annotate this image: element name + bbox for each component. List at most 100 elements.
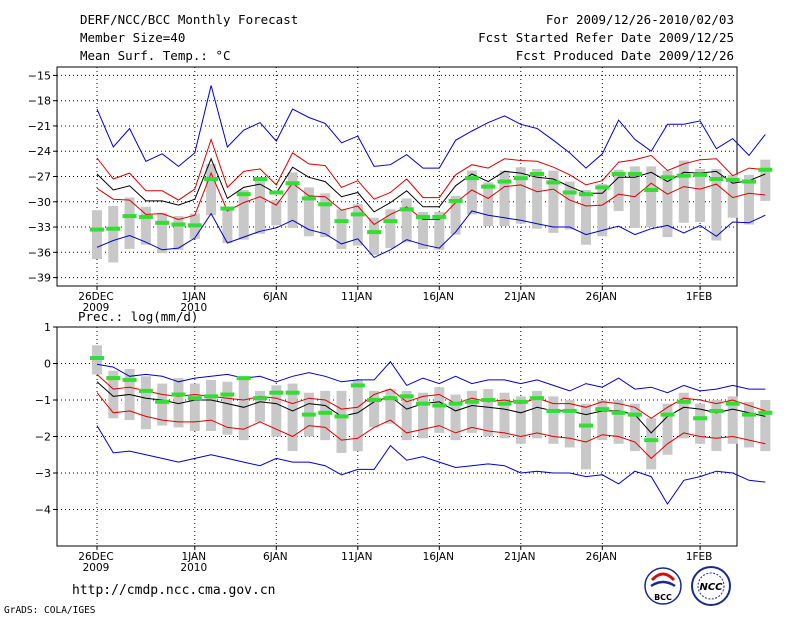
y-tick-label: −33 — [28, 221, 51, 234]
spread-box — [646, 418, 657, 470]
spread-box — [483, 389, 494, 437]
y-tick-label: −3 — [35, 467, 51, 480]
spread-box — [255, 180, 265, 234]
forecast-marker — [122, 214, 137, 219]
forecast-marker — [367, 230, 382, 235]
spread-box — [385, 209, 396, 249]
spread-box — [108, 205, 119, 263]
spread-box — [140, 376, 151, 430]
spread-box — [646, 166, 657, 228]
spread-box — [124, 197, 135, 249]
figure-title: DERF/NCC/BCC Monthly Forecast — [80, 12, 299, 27]
spread-box — [515, 167, 526, 224]
bcc-logo-swirl-red — [650, 572, 676, 582]
spread-box — [711, 168, 722, 241]
spread-box — [92, 210, 102, 260]
spread-box — [173, 378, 184, 428]
y-tick-label: −15 — [28, 69, 51, 82]
spread-box — [515, 396, 526, 444]
series-lower-inner-line — [96, 392, 766, 460]
forecast-marker — [416, 214, 430, 219]
y-tick-label: −39 — [28, 272, 51, 285]
spread-box — [499, 170, 510, 227]
forecast-marker — [432, 214, 447, 219]
forecast-marker — [562, 190, 577, 195]
forecast-marker — [546, 180, 561, 185]
forecast-marker — [676, 399, 691, 404]
spread-box — [352, 204, 363, 246]
series-max-line — [96, 85, 766, 169]
forecast-marker — [611, 171, 626, 176]
x-tick-label: 16JAN — [423, 551, 454, 563]
spread-box — [727, 174, 738, 218]
forecast-marker — [318, 202, 333, 207]
forecast-marker — [399, 394, 414, 399]
spread-box — [238, 189, 249, 240]
spread-box — [271, 385, 282, 437]
y-tick-label: 1 — [44, 321, 51, 334]
spread-box — [434, 387, 445, 433]
forecast-marker — [530, 171, 545, 176]
x-tick-sublabel: 2009 — [83, 302, 110, 314]
bcc-logo: BCC — [644, 567, 682, 605]
spread-box — [222, 381, 233, 435]
spread-box — [157, 383, 168, 426]
forecast-markers — [90, 167, 773, 235]
forecast-marker — [416, 401, 430, 406]
spread-box — [189, 383, 200, 432]
forecast-marker — [383, 396, 398, 401]
forecast-marker — [269, 190, 284, 195]
y-tick-label: −30 — [28, 196, 51, 209]
y-tick-label: −18 — [28, 95, 51, 108]
spread-box — [760, 400, 771, 452]
forecast-marker — [481, 398, 496, 402]
forecast-marker — [660, 175, 675, 180]
spread-box — [564, 400, 575, 448]
forecast-marker — [562, 408, 577, 413]
forecast-marker — [660, 412, 675, 417]
forecast-marker — [464, 399, 479, 404]
spread-box — [401, 198, 412, 243]
forecast-marker — [742, 412, 756, 417]
forecast-marker — [106, 226, 121, 231]
forecast-period: For 2009/12/26-2010/02/03 — [545, 12, 734, 27]
x-tick-label: 1FEB — [686, 291, 713, 303]
forecast-marker — [171, 392, 186, 397]
forecast-marker — [138, 214, 153, 219]
series-min-line — [96, 210, 766, 259]
forecast-marker — [497, 401, 512, 406]
spread-box — [597, 400, 608, 441]
spread-box — [548, 170, 559, 233]
ncc-logo: NCC — [691, 566, 731, 606]
series-upper-inner-line — [96, 137, 766, 201]
forecast-marker — [627, 171, 642, 176]
forecast-marker — [285, 390, 300, 395]
spread-box — [629, 403, 640, 452]
y-tick-label: −27 — [28, 171, 51, 184]
source-url[interactable]: http://cmdp.ncc.cma.gov.cn — [72, 583, 276, 598]
spread-box — [336, 390, 347, 453]
y-tick-label: −24 — [28, 145, 51, 158]
spread-box — [303, 187, 314, 237]
spread-box — [695, 403, 706, 444]
x-tick-label: 21JAN — [504, 551, 535, 563]
spread-box — [418, 392, 428, 439]
spread-box — [613, 400, 624, 444]
series-median-line — [96, 381, 766, 434]
forecast-marker — [236, 192, 251, 197]
forecast-marker — [464, 176, 479, 181]
spread-box — [744, 401, 754, 448]
forecast-marker — [318, 410, 333, 415]
forecast-marker — [301, 412, 316, 417]
forecast-marker — [334, 414, 349, 419]
logos: BCC NCC — [644, 566, 731, 606]
y-tick-label: −4 — [35, 504, 51, 517]
forecast-marker — [725, 177, 740, 182]
spread-box — [662, 170, 673, 238]
forecast-marker — [155, 220, 170, 225]
forecast-marker — [644, 187, 659, 192]
forecast-marker — [301, 196, 316, 201]
spread-box — [173, 216, 184, 250]
